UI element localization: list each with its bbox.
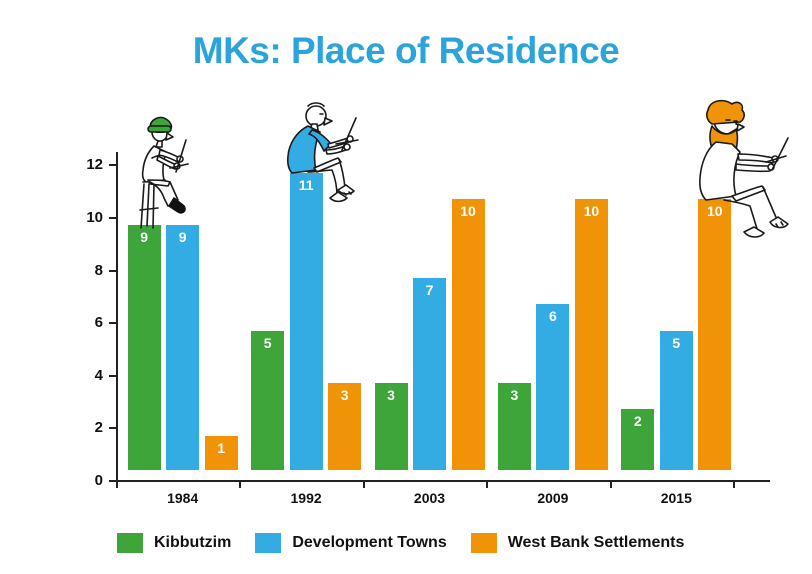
y-axis-line bbox=[116, 152, 118, 482]
legend-label: Kibbutzim bbox=[154, 534, 232, 551]
y-axis-tick bbox=[109, 164, 117, 167]
bar: 9 bbox=[166, 225, 200, 470]
bar-value-label: 10 bbox=[583, 203, 600, 219]
legend-label: West Bank Settlements bbox=[507, 534, 685, 551]
bar-value-label: 7 bbox=[425, 281, 434, 298]
bar: 2 bbox=[621, 409, 655, 470]
bar: 1 bbox=[204, 435, 238, 470]
x-axis-category-label: 2003 bbox=[413, 490, 446, 506]
y-axis-tick-label: 0 bbox=[94, 472, 103, 489]
bar-value-label: 9 bbox=[140, 229, 149, 246]
bar-value-label: 6 bbox=[548, 308, 557, 325]
legend-label: Development Towns bbox=[292, 534, 447, 551]
x-axis-category-label: 1984 bbox=[167, 490, 199, 506]
y-axis-tick-label: 8 bbox=[94, 261, 103, 279]
bar: 10 bbox=[451, 199, 485, 470]
legend-swatch bbox=[117, 533, 143, 553]
y-axis-tick-label: 10 bbox=[86, 209, 103, 226]
seated-worker-orange-beard-icon bbox=[674, 94, 810, 242]
x-axis-category-label: 2009 bbox=[537, 490, 569, 506]
y-axis-tick bbox=[109, 480, 117, 482]
seated-worker-green-beanie-icon bbox=[110, 114, 222, 232]
bar: 11 bbox=[289, 172, 323, 470]
bar-value-label: 11 bbox=[298, 176, 314, 193]
x-axis-tick bbox=[733, 481, 735, 488]
y-axis-tick bbox=[109, 217, 117, 219]
bar-value-label: 1 bbox=[217, 439, 226, 456]
y-axis-tick bbox=[109, 269, 117, 272]
y-axis-tick bbox=[109, 374, 117, 377]
y-axis-tick bbox=[109, 322, 117, 325]
bar: 10 bbox=[698, 199, 732, 470]
x-axis-tick bbox=[486, 481, 489, 488]
x-axis-tick bbox=[362, 481, 365, 488]
legend: Kibbutzim Development Towns West Bank Sett… bbox=[117, 533, 684, 553]
x-axis-category-label: 2015 bbox=[660, 490, 692, 506]
bar-value-label: 3 bbox=[387, 387, 395, 404]
bar: 6 bbox=[536, 304, 570, 470]
legend-swatch bbox=[255, 533, 282, 553]
y-axis-tick-label: 2 bbox=[94, 419, 103, 437]
x-axis-category-label: 1992 bbox=[290, 490, 322, 506]
bar-value-label: 3 bbox=[340, 387, 349, 404]
bar: 5 bbox=[251, 330, 285, 470]
y-axis-tick-label: 12 bbox=[86, 156, 103, 174]
bar: 10 bbox=[574, 199, 608, 470]
x-axis-line bbox=[116, 480, 770, 482]
legend-item: Development Towns bbox=[255, 533, 447, 553]
bar: 7 bbox=[413, 277, 446, 470]
x-axis-tick bbox=[116, 481, 118, 488]
bar: 3 bbox=[497, 383, 531, 470]
bar-value-label: 5 bbox=[263, 334, 272, 351]
bar-value-label: 10 bbox=[707, 203, 723, 219]
legend-item: Kibbutzim bbox=[117, 533, 231, 553]
legend-item: West Bank Settlements bbox=[470, 533, 685, 553]
bar-value-label: 2 bbox=[633, 413, 642, 430]
page-title: MKs: Place of Residence bbox=[192, 30, 620, 71]
bar: 5 bbox=[659, 330, 693, 470]
x-axis-tick bbox=[239, 481, 242, 488]
bar: 3 bbox=[374, 383, 408, 470]
y-axis-tick-label: 4 bbox=[94, 366, 103, 384]
x-axis-tick bbox=[609, 481, 612, 488]
legend-swatch bbox=[470, 533, 497, 553]
bar-value-label: 9 bbox=[178, 229, 187, 246]
seated-worker-blue-shirt-icon bbox=[250, 94, 385, 206]
bar-value-label: 5 bbox=[672, 334, 681, 351]
bar: 3 bbox=[328, 383, 362, 470]
bar-value-label: 10 bbox=[460, 203, 476, 219]
y-axis-tick-label: 6 bbox=[94, 314, 103, 332]
y-axis-tick bbox=[109, 427, 117, 430]
bar: 9 bbox=[127, 225, 161, 470]
bar-value-label: 3 bbox=[510, 387, 519, 404]
